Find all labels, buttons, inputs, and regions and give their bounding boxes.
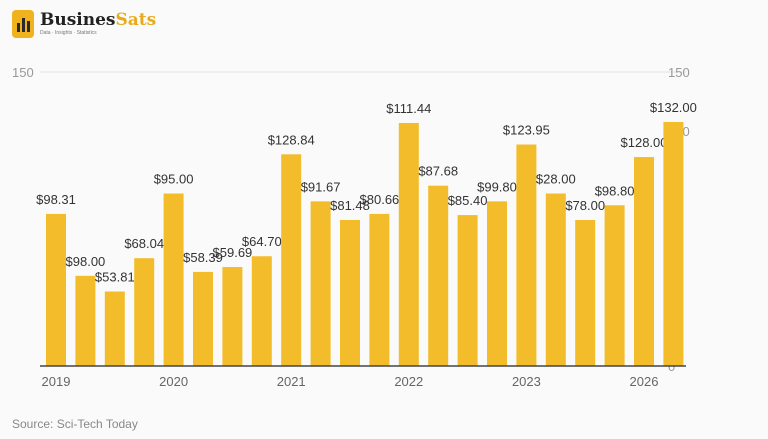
- bar: [428, 185, 449, 366]
- x-axis-tick-label: 2026: [630, 374, 659, 389]
- brand-name: BusinesSats: [40, 12, 156, 29]
- bar: [369, 213, 390, 366]
- data-label: $123.95: [503, 123, 550, 138]
- bar: [398, 122, 419, 367]
- bar: [310, 201, 331, 366]
- bar: [604, 205, 625, 366]
- bar: [516, 144, 537, 366]
- data-label: $78.00: [565, 198, 605, 213]
- data-label: $85.40: [448, 193, 488, 208]
- bar: [251, 256, 272, 366]
- bar: [104, 291, 125, 366]
- data-label: $81.48: [330, 198, 370, 213]
- source-note: Source: Sci-Tech Today: [12, 417, 138, 431]
- right-axis-tick-label: 150: [668, 65, 690, 80]
- data-label: $98.31: [36, 192, 76, 207]
- x-axis-tick-label: 2023: [512, 374, 541, 389]
- data-label: $28.00: [536, 172, 576, 187]
- data-label: $95.00: [154, 172, 194, 187]
- data-label: $98.00: [66, 254, 106, 269]
- bar: [457, 215, 478, 366]
- data-label: $58.39: [183, 250, 223, 265]
- bar: [281, 154, 302, 366]
- bar: [487, 201, 507, 366]
- data-label: $64.70: [242, 234, 282, 249]
- bar: [663, 121, 684, 366]
- data-label: $87.68: [418, 164, 458, 179]
- bar: [545, 193, 566, 366]
- data-label: $99.80: [477, 179, 517, 194]
- data-label: $128.00: [621, 135, 668, 150]
- bar: [340, 219, 360, 366]
- logo: BusinesSats Data · Insights · Statistics: [12, 10, 156, 38]
- left-axis-tick-label: 150: [12, 65, 34, 80]
- data-label: $132.00: [650, 100, 697, 115]
- bar: [134, 258, 155, 366]
- bar-chart-logo-icon: [12, 10, 34, 38]
- x-axis-tick-label: 2022: [394, 374, 423, 389]
- bar: [634, 157, 654, 366]
- bar: [193, 271, 213, 366]
- data-label: $59.69: [213, 245, 253, 260]
- bar: [575, 219, 596, 366]
- bar: [46, 213, 66, 366]
- data-label: $98.80: [595, 183, 635, 198]
- brand-name-part1: Busines: [40, 10, 116, 30]
- bar: [222, 267, 243, 366]
- data-label: $111.44: [386, 101, 431, 116]
- x-axis-tick-label: 2019: [42, 374, 71, 389]
- data-label: $68.04: [124, 236, 164, 251]
- data-label: $53.81: [95, 270, 135, 285]
- data-label: $128.84: [268, 132, 315, 147]
- brand-tagline: Data · Insights · Statistics: [40, 30, 97, 36]
- bar: [163, 193, 184, 366]
- bar: [75, 275, 96, 366]
- data-label: $91.67: [301, 179, 341, 194]
- x-axis-tick-label: 2021: [277, 374, 306, 389]
- data-label: $80.66: [360, 192, 400, 207]
- brand-name-part2: Sats: [115, 10, 157, 30]
- x-axis-tick-label: 2020: [159, 374, 188, 389]
